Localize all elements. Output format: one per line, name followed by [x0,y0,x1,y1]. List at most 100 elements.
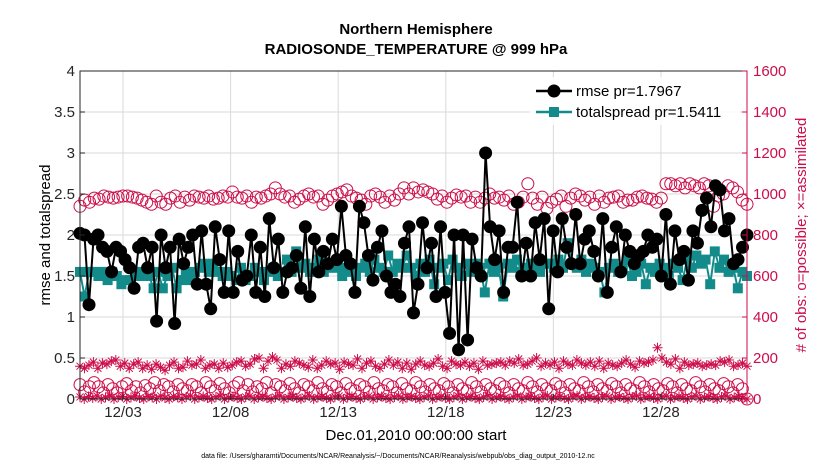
obs-assimilated-marker [388,360,399,371]
rmse-point [285,261,299,275]
rmse-point [465,232,479,246]
obs-assimilated-marker [553,363,564,374]
obs-assimilated-marker [312,363,323,374]
obs-assimilated-marker [451,359,462,370]
obs-assimilated-marker [283,392,294,403]
obs-possible-marker [473,195,487,209]
obs-assimilated-marker [621,355,632,366]
obs-assimilated-marker [365,356,376,367]
obs-assimilated-marker [100,392,111,403]
obs-assimilated-marker [610,392,621,403]
rmse-point [127,281,141,295]
obs-assimilated-marker [146,364,157,375]
obs-assimilated-marker [142,360,153,371]
totalspread-point [705,279,716,290]
obs-assimilated-marker [433,354,444,365]
obs-assimilated-marker [406,391,417,402]
obs-assimilated-marker [87,392,98,403]
rmse-point [199,277,213,291]
obs-assimilated-marker [209,359,220,370]
obs-assimilated-marker [437,361,448,372]
obs-assimilated-marker [415,356,426,367]
totalspread-point [732,283,743,294]
obs-assimilated-marker [397,363,408,374]
obs-assimilated-marker [459,357,470,368]
rmse-point [492,224,506,238]
rmse-point [348,285,362,299]
obs-possible-marker [493,377,507,391]
rmse-point [555,212,569,226]
obs-assimilated-marker [240,361,251,372]
obs-assimilated-marker [555,391,566,402]
obs-assimilated-marker [737,392,748,403]
obs-possible-marker [423,378,437,392]
rmse-point [650,232,664,246]
rmse-point [163,240,177,254]
rmse-point [654,269,668,283]
totalspread-point [719,254,729,265]
rmse-point [690,236,704,250]
rmse-point [217,285,231,299]
obs-assimilated-marker [652,342,663,353]
obs-assimilated-marker [130,390,141,401]
obs-assimilated-marker [688,359,699,370]
obs-assimilated-marker [567,360,578,371]
obs-assimilated-marker [461,392,472,403]
rmse-point [564,257,578,271]
totalspread-point [337,271,348,281]
totalspread-point [111,271,122,281]
obs-assimilated-marker [370,361,381,372]
obs-assimilated-marker [576,358,587,369]
obs-assimilated-marker [580,392,591,403]
obs-assimilated-marker [117,391,128,402]
obs-assimilated-marker [594,356,605,367]
obs-assimilated-marker [191,359,202,370]
rmse-point [172,232,186,246]
obs-assimilated-marker [363,390,374,401]
rmse-point [659,208,673,221]
obs-possible-marker [693,380,707,394]
totalspread-point [700,254,711,265]
obs-assimilated-marker [329,391,340,402]
x-tick-label: 12/18 [427,404,465,421]
obs-possible-marker [302,380,316,394]
obs-assimilated-marker [254,353,265,363]
totalspread-point [300,258,311,269]
obs-possible-marker [549,377,563,391]
rmse-point [303,290,317,303]
rmse-point [289,249,303,262]
obs-assimilated-marker [79,363,90,374]
totalspread-point [332,262,343,273]
rmse-point [231,244,245,258]
obs-possible-marker [316,197,330,211]
obs-assimilated-marker [147,392,158,403]
obs-assimilated-marker [389,391,400,402]
obs-assimilated-marker [715,356,726,367]
obs-assimilated-marker [559,392,570,403]
obs-assimilated-marker [317,391,328,402]
obs-assimilated-marker [321,392,332,403]
totalspread-point [203,266,214,277]
obs-possible-marker [678,181,692,195]
obs-possible-marker [311,189,325,203]
rmse-point [361,249,375,262]
obs-assimilated-marker [470,392,481,403]
obs-possible-marker [502,189,516,203]
obs-possible-marker [245,195,259,209]
obs-assimilated-marker [647,355,658,366]
rmse-point [618,228,632,242]
obs-possible-marker [227,380,241,394]
obs-possible-marker [306,190,320,204]
obs-assimilated-marker [567,391,578,402]
rmse-point [524,269,538,283]
rmse-point [150,314,164,328]
obs-assimilated-marker [607,360,618,371]
y-left-tick-label: 2.5 [54,186,75,203]
obs-assimilated-marker [669,392,680,403]
obs-assimilated-marker [172,392,183,403]
obs-possible-marker [192,190,206,204]
obs-assimilated-marker [701,360,712,371]
obs-assimilated-marker [392,357,403,368]
obs-assimilated-marker [580,360,591,371]
rmse-point [591,269,605,283]
